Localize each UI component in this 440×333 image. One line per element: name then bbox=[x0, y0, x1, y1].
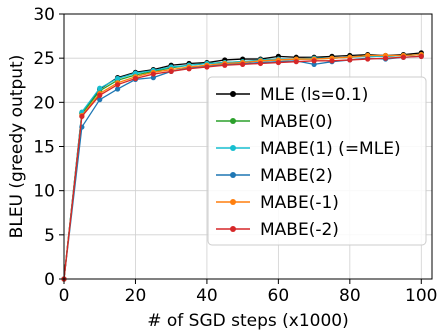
x-tick-label: 20 bbox=[125, 286, 147, 306]
y-tick-label: 0 bbox=[44, 270, 55, 290]
y-tick-label: 5 bbox=[44, 226, 55, 246]
x-tick-label: 100 bbox=[405, 286, 437, 306]
series-5-point bbox=[97, 92, 103, 98]
legend-swatch-marker bbox=[230, 199, 236, 205]
series-5-point bbox=[79, 113, 85, 120]
legend-item: MLE (ls=0.1) bbox=[216, 85, 368, 105]
legend-item: MABE(-1) bbox=[216, 193, 339, 213]
legend-label: MABE(2) bbox=[260, 166, 333, 186]
series-5-point bbox=[204, 64, 210, 70]
series-2-point bbox=[114, 75, 121, 82]
series-3-point bbox=[114, 86, 121, 92]
series-5-point bbox=[240, 61, 246, 67]
legend-swatch-marker bbox=[230, 118, 236, 124]
series-5-point bbox=[293, 59, 299, 65]
legend-item: MABE(0) bbox=[216, 112, 333, 132]
series-5-point bbox=[311, 58, 317, 64]
series-5-point bbox=[275, 59, 281, 66]
legend-label: MABE(-1) bbox=[260, 193, 339, 213]
x-tick-label: 40 bbox=[196, 286, 218, 306]
series-2-point bbox=[97, 85, 103, 91]
series-5-point bbox=[222, 62, 228, 68]
y-tick-label: 25 bbox=[33, 49, 55, 69]
y-tick-label: 15 bbox=[33, 138, 55, 158]
legend-label: MABE(0) bbox=[260, 112, 333, 132]
axis-ticks: 0 20 40 60 80 100 0 5 10 15 20 25 30 bbox=[33, 5, 437, 306]
series-5-point bbox=[168, 68, 174, 75]
series-5 bbox=[61, 53, 424, 282]
x-tick-label: 80 bbox=[339, 286, 361, 306]
series-5-point bbox=[114, 82, 121, 88]
legend-swatch-marker bbox=[230, 226, 236, 232]
x-tick-label: 60 bbox=[268, 286, 290, 306]
series-5-point bbox=[186, 66, 192, 72]
x-axis-label: # of SGD steps (x1000) bbox=[147, 311, 349, 331]
legend-label: MLE (ls=0.1) bbox=[260, 85, 368, 105]
series-5-point bbox=[365, 56, 371, 62]
y-tick-label: 10 bbox=[33, 182, 55, 202]
series-5-point bbox=[132, 75, 139, 82]
series-5-point bbox=[347, 57, 353, 63]
series-5-point bbox=[418, 53, 424, 60]
legend-swatch-marker bbox=[230, 91, 236, 97]
series-layer bbox=[61, 50, 424, 282]
legend-item: MABE(2) bbox=[216, 166, 333, 186]
legend-swatch-marker bbox=[230, 172, 236, 178]
legend-label: MABE(-2) bbox=[260, 220, 339, 240]
x-tick-label: 0 bbox=[59, 286, 70, 306]
y-tick-label: 20 bbox=[33, 93, 55, 113]
y-axis-label: BLEU (greedy output) bbox=[7, 55, 27, 239]
series-5-point bbox=[400, 54, 407, 60]
legend: MLE (ls=0.1) MABE(0) MABE(1) (=MLE) MABE(2)… bbox=[207, 76, 427, 246]
series-5-point bbox=[150, 71, 156, 77]
y-tick-label: 30 bbox=[33, 5, 55, 25]
legend-item: MABE(-2) bbox=[216, 220, 339, 240]
series-5-point bbox=[382, 55, 389, 61]
legend-swatch-marker bbox=[230, 145, 236, 151]
series-3-point bbox=[97, 97, 103, 103]
legend-label: MABE(1) (=MLE) bbox=[260, 139, 401, 159]
legend-box bbox=[207, 76, 427, 246]
legend-item: MABE(1) (=MLE) bbox=[216, 139, 401, 159]
series-5-point bbox=[257, 60, 264, 67]
series-5-point bbox=[329, 58, 335, 64]
